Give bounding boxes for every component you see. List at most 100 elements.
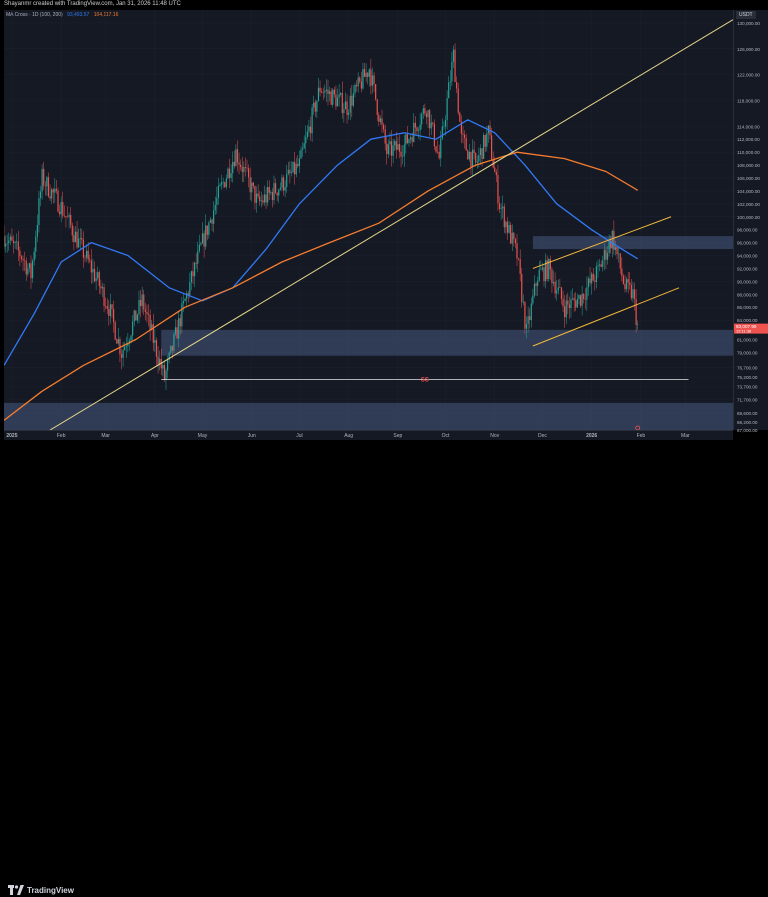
currency-badge[interactable]: USDT: [736, 11, 756, 19]
candle-body: [357, 77, 359, 87]
candle-body: [479, 148, 482, 156]
candle-body: [112, 309, 115, 323]
candle-body: [279, 187, 281, 190]
time-tick-label: Apr: [151, 433, 159, 439]
candle-body: [313, 102, 315, 108]
candle-body: [287, 169, 289, 174]
candle-body: [268, 187, 270, 193]
candle-body: [222, 182, 224, 183]
price-axis[interactable]: [733, 10, 768, 430]
candle-body: [322, 92, 324, 94]
price-tick-label: 75,200.00: [737, 375, 758, 380]
supply-demand-zone: [4, 402, 733, 430]
candle-body: [514, 239, 517, 244]
time-tick-label: Jun: [248, 433, 256, 439]
candle-body: [565, 300, 567, 318]
candle-body: [47, 177, 50, 197]
candle-body: [510, 225, 512, 244]
candle-body: [184, 298, 186, 301]
candle-body: [122, 350, 124, 358]
plot-area[interactable]: [4, 10, 733, 430]
candle-body: [267, 187, 269, 203]
candle-body: [552, 281, 555, 284]
candle-body: [625, 279, 628, 290]
candle-body: [527, 316, 529, 325]
candle-body: [271, 192, 274, 201]
candle-body: [429, 110, 431, 129]
candle-body: [305, 136, 307, 144]
trend-line: [49, 19, 733, 430]
candle-body: [249, 177, 251, 193]
candle-body: [74, 231, 77, 243]
candle-body: [344, 101, 347, 110]
candle-body: [101, 287, 104, 289]
price-tick-label: 68,200.00: [737, 420, 758, 425]
candle-body: [525, 324, 528, 329]
candle-body: [324, 90, 326, 93]
price-tick-label: 81,000.00: [737, 338, 758, 343]
candle-body: [265, 194, 267, 203]
candle-body: [411, 137, 413, 142]
candle-body: [292, 161, 294, 173]
time-tick-label: Mar: [101, 433, 110, 439]
candle-body: [109, 304, 112, 317]
ss-label: SS: [421, 378, 429, 384]
indicator-legend[interactable]: MA Cross · 1D (100, 200) 93,493.57 104,1…: [6, 12, 118, 18]
candle-body: [398, 144, 401, 152]
candle-body: [105, 305, 107, 307]
channel-line: [532, 216, 672, 269]
candle-body: [576, 298, 578, 308]
candle-body: [611, 230, 613, 248]
candle-body: [456, 82, 458, 89]
candle-body: [187, 293, 189, 296]
current-price-label: 83,007.99: [736, 324, 757, 329]
price-tick-label: 84,000.00: [737, 318, 758, 323]
candle-body: [554, 281, 556, 294]
candle-body: [513, 232, 515, 240]
candle-body: [4, 243, 7, 247]
candle-body: [36, 225, 38, 237]
candle-body: [597, 265, 599, 267]
candle-body: [627, 279, 629, 283]
candle-body: [543, 267, 545, 282]
candle-body: [133, 310, 135, 322]
candle-body: [538, 269, 540, 281]
candle-body: [467, 150, 469, 160]
candle-body: [220, 182, 223, 185]
price-tick-label: 76,700.00: [737, 365, 758, 370]
candle-body: [217, 186, 220, 198]
candle-body: [33, 251, 35, 261]
price-tick-label: 92,000.00: [737, 266, 758, 271]
candle-body: [448, 82, 450, 99]
price-tick-label: 122,000.00: [737, 73, 760, 78]
candle-body: [382, 124, 385, 130]
candle-body: [201, 233, 204, 244]
candle-body: [282, 177, 285, 191]
candle-body: [402, 156, 404, 157]
candle-body: [281, 177, 283, 188]
candle-body: [162, 365, 164, 369]
tradingview-logo[interactable]: TradingView: [8, 883, 74, 897]
candle-body: [294, 161, 296, 175]
candle-body: [111, 304, 113, 310]
plot-layer: SS: [4, 10, 733, 430]
time-axis[interactable]: [4, 430, 733, 440]
candle-body: [438, 151, 440, 159]
candle-body: [143, 294, 145, 310]
price-tick-label: 114,000.00: [737, 124, 760, 129]
candle-body: [9, 236, 11, 241]
candle-body: [130, 335, 132, 341]
candle-body: [273, 183, 275, 201]
candle-body: [236, 149, 239, 163]
candle-body: [106, 305, 108, 310]
candle-body: [503, 206, 505, 228]
candle-body: [578, 295, 580, 299]
candle-body: [579, 295, 582, 306]
candle-body: [163, 365, 166, 380]
candle-body: [151, 324, 153, 330]
price-tick-label: 106,000.00: [737, 176, 760, 181]
top-bar: Shayanmr created with TradingView.com, J…: [0, 0, 768, 10]
candle-body: [476, 161, 478, 163]
candle-body: [595, 266, 598, 282]
